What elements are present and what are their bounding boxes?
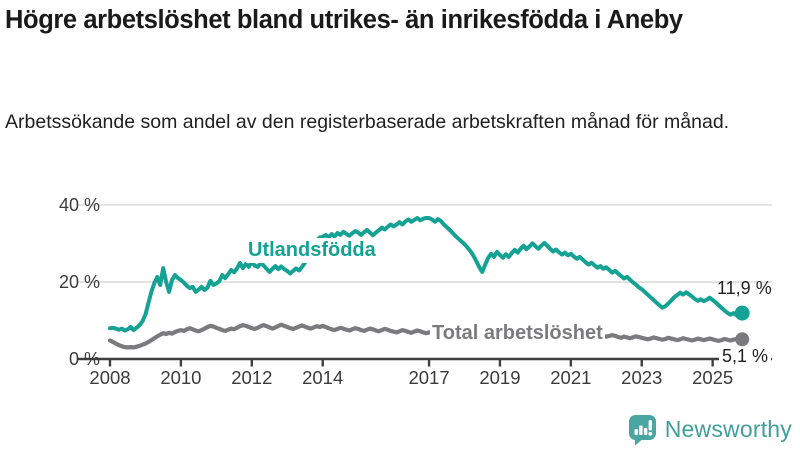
x-axis-label-2012: 2012 [231, 367, 273, 388]
newsworthy-logo-text: Newsworthy [664, 415, 792, 442]
x-axis-label-2021: 2021 [550, 367, 592, 388]
newsworthy-logo[interactable]: Newsworthy [627, 412, 792, 446]
end-value-label-total: 5,1 % [719, 346, 772, 367]
x-axis-label-2014: 2014 [302, 367, 344, 388]
x-axis [78, 357, 772, 367]
page-title: Högre arbetslöshet bland utrikes- än inr… [5, 6, 683, 34]
series-label-utlandsfodda: Utlandsfödda [246, 238, 378, 263]
total-arbetsloshet-line [107, 322, 745, 350]
x-axis-label-2023: 2023 [621, 367, 663, 388]
x-axis-label-2008: 2008 [89, 367, 131, 388]
gridlines [78, 204, 772, 283]
utlandsfodda-line [108, 216, 745, 333]
y-axis-label-40: 40 % [58, 195, 100, 215]
chart-subtitle: Arbetssökande som andel av den registerb… [5, 111, 730, 133]
x-axis-label-2025: 2025 [692, 367, 734, 388]
x-axis-label-2017: 2017 [408, 367, 450, 388]
series-label-total-arbetsloshet: Total arbetslöshet [430, 321, 605, 346]
x-axis-label-2019: 2019 [479, 367, 521, 388]
total-arbetsloshet-end-dot [735, 332, 750, 347]
newsworthy-logo-icon [628, 414, 656, 445]
y-axis-label-20: 20 % [58, 272, 100, 292]
end-value-label-utlandsfodda: 11,9 % [717, 278, 772, 298]
x-axis-label-2010: 2010 [160, 367, 202, 388]
utlandsfodda-end-dot [734, 305, 750, 321]
y-axis-label-0: 0 % [68, 349, 100, 369]
